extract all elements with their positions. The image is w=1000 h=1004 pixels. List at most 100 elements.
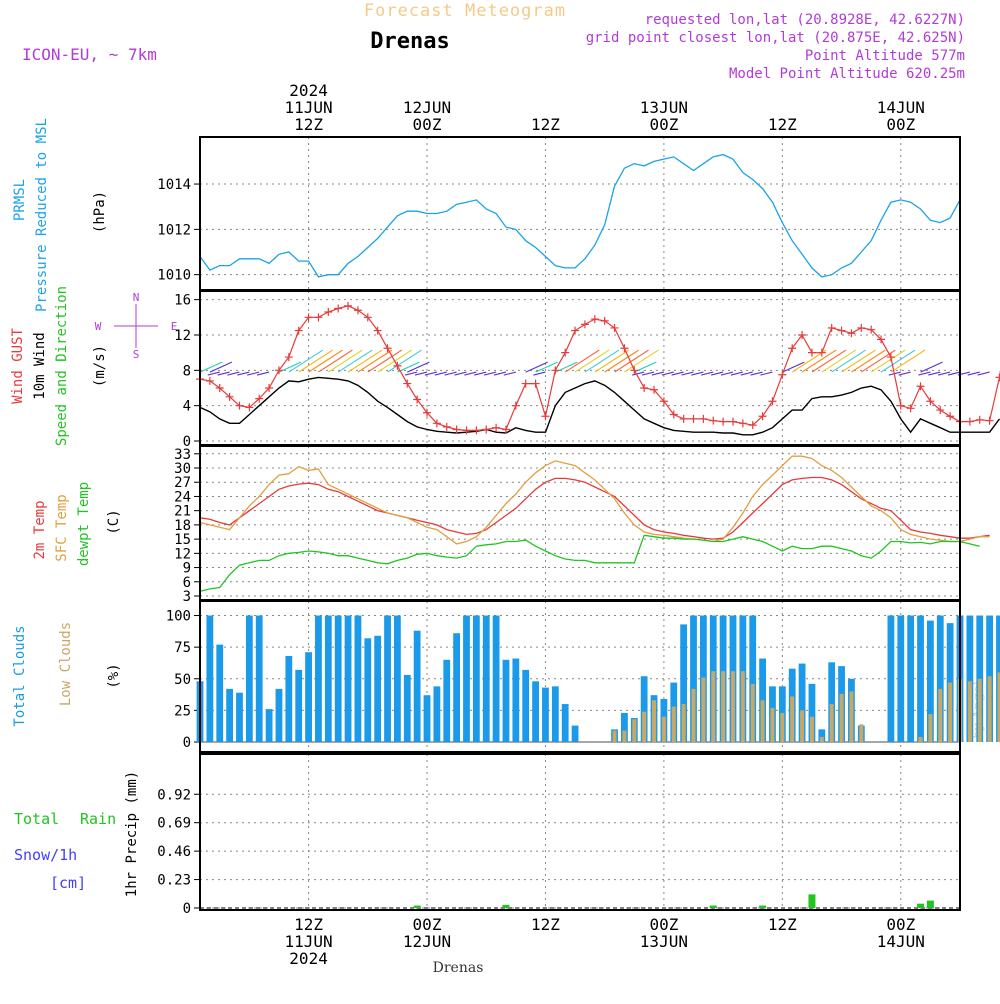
wind-direction-arrow [720,371,734,376]
wind-gust-marker [521,379,530,388]
total-cloud-bar [887,615,895,742]
temperature-ytick-label: 6 [183,575,191,591]
rain-bar [917,903,925,908]
plot-area: 1010101210140481216369121518212427303302… [157,81,1000,968]
clouds-ytick-label: 100 [166,609,191,625]
wind-direction-arrow [898,371,911,376]
wind-gust-marker [679,414,688,423]
wind-gust-marker [501,425,510,434]
total-cloud-bar [374,635,382,742]
wind-direction-arrow [730,371,743,376]
wind-gust-marker [314,313,323,322]
wind-gust-marker [788,344,797,353]
wind-gust-marker [798,330,807,339]
wind-gust-marker [432,419,441,428]
temp-unit: (C) [106,509,122,534]
total-cloud-bar [245,615,253,742]
wind-gust-marker [699,414,708,423]
wind-direction-arrow [691,371,704,376]
low-cloud-bar [721,671,726,742]
wind-gust-marker [403,379,412,388]
wind-direction-arrow [533,371,546,376]
bottom-time-label: 12JUN [403,932,451,951]
wind-direction-arrow [227,371,240,376]
wind-gust-marker [837,326,846,335]
wind-gust-marker [492,423,501,432]
temperature-ytick-label: 15 [174,532,191,548]
wind-dir-label: Speed and Direction [54,286,70,446]
total-cloud-bar [275,688,283,742]
wind-gust-marker [294,326,303,335]
wind-direction-arrow [535,361,558,373]
pressure-label-2: Pressure Reduced to MSL [34,118,50,312]
top-time-label: 2024 [289,81,328,100]
wind-gust-marker [719,417,728,426]
wind-gust-marker [936,406,945,415]
wind-direction-arrow [604,349,639,373]
precip-labels: Total Rain Snow/1h [cm] 1hr Precip (mm) [14,771,140,897]
temperature-ytick-label: 33 [174,447,191,463]
low-cloud-bar [997,672,1000,742]
bottom-time-label: 00Z [886,915,915,934]
low-cloud-bar [928,714,933,742]
wind-direction-arrow [841,349,876,373]
wind-gust-marker [610,323,619,332]
low-cloud-bar [612,730,617,742]
pressure-panel: 1010 1012 1014 [157,137,961,290]
wind-direction-arrow [397,361,420,373]
total-cloud-bar [798,663,806,742]
wind-gust-marker [580,320,589,329]
low-cloud-bar [730,671,735,742]
wind-direction-arrow [209,361,233,373]
wind-gust-marker [531,379,540,388]
wind-gust-marker [817,348,826,357]
rain-bar [808,894,816,908]
temperature-ytick-label: 9 [183,561,191,577]
low-clouds-label: Low Clouds [58,622,74,706]
location-title: Drenas [370,29,449,54]
total-cloud-bar [216,644,224,742]
bottom-time-label: 14JUN [877,932,925,951]
top-time-label: 00Z [886,115,915,134]
wind-direction-arrow [493,371,507,376]
wind-gust-marker [284,353,293,362]
wind-direction-arrow [870,349,906,373]
wind-gust-marker [886,353,895,362]
total-clouds-label: Total Clouds [12,625,28,726]
bottom-time-label: 12Z [531,915,560,934]
wind-gust-marker [709,416,718,425]
wind-gust-marker [689,414,698,423]
wind-gust-marker [877,335,886,344]
compass-n: N [133,291,140,304]
wind-direction-arrow [791,349,827,373]
top-time-label: 13JUN [640,98,688,117]
pressure-ytick-label: 1012 [157,222,191,238]
wind-gust-marker [561,348,570,357]
wind-gust-marker [748,421,757,430]
bottom-time-label: 13JUN [640,932,688,951]
wind-gust-marker [946,412,955,421]
point-altitude: Point Altitude 577m [805,48,965,64]
total-cloud-bar [936,615,944,742]
low-cloud-bar [790,696,795,742]
total-cloud-bar [285,656,293,742]
low-cloud-bar [800,710,805,742]
rain-bar [926,900,934,908]
total-cloud-bar [265,709,273,742]
temperature-ytick-label: 18 [174,518,191,534]
wind-gust-marker [778,370,787,379]
wind-direction-arrow [920,361,943,373]
pressure-labels: PRMSL Pressure Reduced to MSL (hPa) [12,118,108,312]
wind-direction-arrow [318,349,353,373]
temperature-ytick-label: 30 [174,461,191,477]
wind-gust-marker [205,376,214,385]
total-cloud-bar [472,615,480,742]
wind-gust-marker [807,348,816,357]
total-cloud-bar [512,658,520,742]
total-cloud-bar [403,674,411,742]
wind-direction-arrow [207,371,220,376]
total-cloud-bar [354,615,362,742]
total-cloud-bar [966,615,974,742]
total-cloud-bar [690,615,697,742]
